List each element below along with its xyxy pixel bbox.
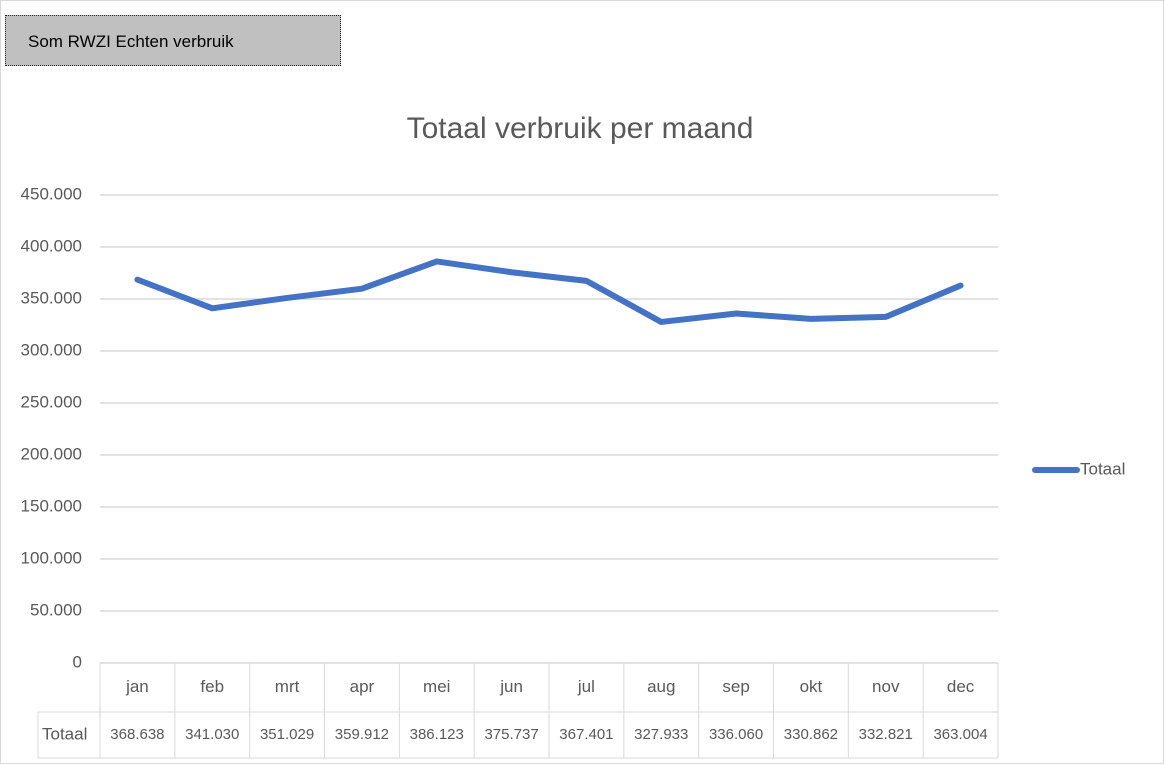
- y-tick-label: 400.000: [21, 236, 82, 255]
- table-value: 332.821: [859, 726, 913, 743]
- y-tick-label: 50.000: [30, 600, 82, 619]
- table-value: 336.060: [709, 726, 763, 743]
- x-tick-label: mei: [423, 677, 450, 696]
- y-tick-label: 0: [73, 652, 82, 671]
- x-tick-label: jul: [577, 677, 595, 696]
- x-tick-label: apr: [350, 677, 375, 696]
- table-value: 351.029: [260, 726, 314, 743]
- table-value: 327.933: [634, 726, 688, 743]
- x-tick-label: jan: [125, 677, 149, 696]
- x-tick-label: aug: [647, 677, 675, 696]
- table-value: 359.912: [335, 726, 389, 743]
- filter-button[interactable]: Som RWZI Echten verbruik: [5, 15, 341, 66]
- x-tick-label: mrt: [275, 677, 300, 696]
- table-row-header: Totaal: [42, 724, 87, 743]
- y-tick-label: 250.000: [21, 392, 82, 411]
- y-tick-label: 300.000: [21, 340, 82, 359]
- y-tick-label: 200.000: [21, 444, 82, 463]
- table-value: 367.401: [559, 726, 613, 743]
- x-tick-label: dec: [947, 677, 975, 696]
- series-line: [134, 258, 964, 325]
- table-value: 375.737: [484, 726, 538, 743]
- x-tick-label: jun: [499, 677, 523, 696]
- chart-title: Totaal verbruik per maand: [407, 112, 754, 145]
- x-tick-label: sep: [722, 677, 749, 696]
- legend-label: Totaal: [1080, 459, 1125, 478]
- x-tick-label: nov: [872, 677, 900, 696]
- x-tick-label: okt: [800, 677, 823, 696]
- table-value: 341.030: [185, 726, 239, 743]
- y-tick-label: 350.000: [21, 288, 82, 307]
- table-value: 330.862: [784, 726, 838, 743]
- y-tick-label: 150.000: [21, 496, 82, 515]
- y-tick-label: 100.000: [21, 548, 82, 567]
- y-tick-label: 450.000: [21, 184, 82, 203]
- table-value: 363.004: [933, 726, 987, 743]
- table-value: 368.638: [110, 726, 164, 743]
- x-tick-label: feb: [200, 677, 224, 696]
- table-value: 386.123: [410, 726, 464, 743]
